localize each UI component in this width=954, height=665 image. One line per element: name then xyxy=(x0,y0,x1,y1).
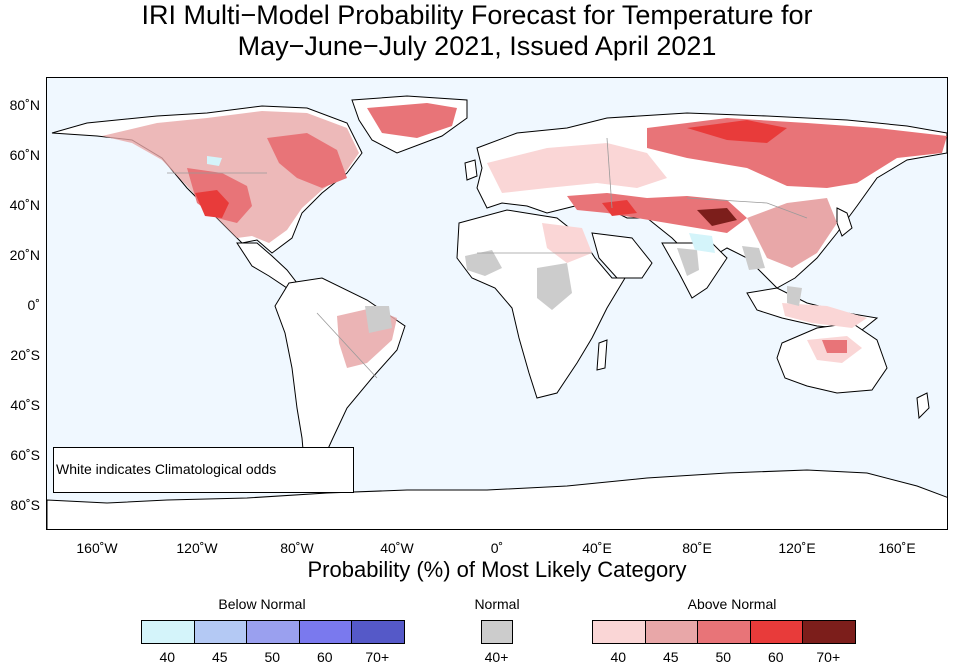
map-title: IRI Multi−Model Probability Forecast for… xyxy=(0,0,954,62)
land-madagascar xyxy=(596,339,608,371)
lon-tick-label: 80˚W xyxy=(280,540,314,556)
lat-tick-label: 20˚N xyxy=(9,247,40,263)
title-line-1: IRI Multi−Model Probability Forecast for… xyxy=(141,0,813,30)
land-uk xyxy=(464,159,478,181)
legend-swatch-normal xyxy=(481,620,513,644)
lon-tick-label: 120˚W xyxy=(176,540,218,556)
legend-swatch-above xyxy=(749,620,803,644)
legend-level-label: 40 xyxy=(610,649,627,665)
legend-level-label: 40 xyxy=(159,649,176,665)
above-greenland xyxy=(367,103,457,138)
legend-title-below: Below Normal xyxy=(218,596,306,612)
legend-level-label: 40+ xyxy=(484,649,509,665)
normal-shading xyxy=(365,246,802,333)
above-siberia-core xyxy=(687,120,787,143)
above-central-asia-core xyxy=(602,200,637,216)
below-normal-shading xyxy=(207,156,715,253)
legend-swatch-above xyxy=(644,620,698,644)
legend-swatch-above xyxy=(802,620,856,644)
lat-tick-label: 60˚N xyxy=(9,147,40,163)
above-indonesia xyxy=(782,303,867,328)
legend-title-above: Above Normal xyxy=(687,596,777,612)
land-arabia xyxy=(591,232,653,279)
land-antarctica xyxy=(47,469,947,529)
legend-swatch-below xyxy=(298,620,352,644)
legend-level-label: 70+ xyxy=(365,649,390,665)
legend-title-normal: Normal xyxy=(474,596,520,612)
lon-tick-label: 40˚E xyxy=(582,540,612,556)
lat-tick-label: 80˚S xyxy=(10,497,40,513)
legend-level-label: 50 xyxy=(264,649,281,665)
lat-tick-label: 40˚S xyxy=(10,397,40,413)
land-new-zealand xyxy=(916,392,930,420)
normal-amazon xyxy=(365,306,392,333)
legend-level-label: 70+ xyxy=(816,649,841,665)
lon-tick-label: 0˚ xyxy=(490,540,504,556)
above-southwest-us xyxy=(195,190,229,218)
above-australia-core xyxy=(822,340,847,353)
normal-borneo xyxy=(787,286,802,306)
lon-tick-label: 80˚E xyxy=(682,540,712,556)
country-borders xyxy=(167,137,808,379)
lat-tick-label: 60˚S xyxy=(10,447,40,463)
legend-swatch-below xyxy=(351,620,405,644)
lon-tick-label: 40˚W xyxy=(380,540,414,556)
climatological-odds-note: White indicates Climatological odds xyxy=(53,447,354,493)
above-europe xyxy=(487,143,667,193)
legend-level-label: 60 xyxy=(316,649,333,665)
x-axis-label: Probability (%) of Most Likely Category xyxy=(307,557,687,582)
legend-level-label: 60 xyxy=(767,649,784,665)
above-east-asia xyxy=(747,198,837,268)
lon-tick-label: 160˚E xyxy=(878,540,916,556)
legend-swatch-below xyxy=(193,620,247,644)
lon-tick-label: 120˚E xyxy=(778,540,816,556)
normal-se-asia xyxy=(742,246,765,270)
normal-west-africa xyxy=(465,250,502,276)
lat-tick-label: 40˚N xyxy=(9,197,40,213)
legend-level-label: 50 xyxy=(715,649,732,665)
title-line-2: May−June−July 2021, Issued April 2021 xyxy=(237,31,717,61)
above-normal-shading xyxy=(102,103,947,368)
legend-swatch-above xyxy=(592,620,646,644)
border-brazil xyxy=(316,312,378,379)
lat-tick-label: 20˚S xyxy=(10,347,40,363)
border-europe-asia xyxy=(606,137,613,209)
normal-india xyxy=(677,248,699,276)
note-text: White indicates Climatological odds xyxy=(56,461,277,477)
lat-tick-label: 0˚ xyxy=(27,297,40,313)
below-canada-spot xyxy=(207,156,222,166)
above-tibet-core xyxy=(697,208,737,226)
land-japan xyxy=(836,207,853,237)
below-india-north xyxy=(689,233,715,253)
lon-tick-label: 160˚W xyxy=(76,540,118,556)
legend-level-label: 45 xyxy=(662,649,679,665)
lat-tick-label: 80˚N xyxy=(9,97,40,113)
normal-central-africa xyxy=(537,263,572,310)
above-canada-east xyxy=(267,133,347,188)
legend-swatch-above xyxy=(697,620,751,644)
border-china xyxy=(686,197,808,219)
legend-swatch-below xyxy=(141,620,195,644)
map-panel[interactable]: White indicates Climatological odds xyxy=(46,77,948,530)
legend-swatch-below xyxy=(246,620,300,644)
legend-level-label: 45 xyxy=(211,649,228,665)
